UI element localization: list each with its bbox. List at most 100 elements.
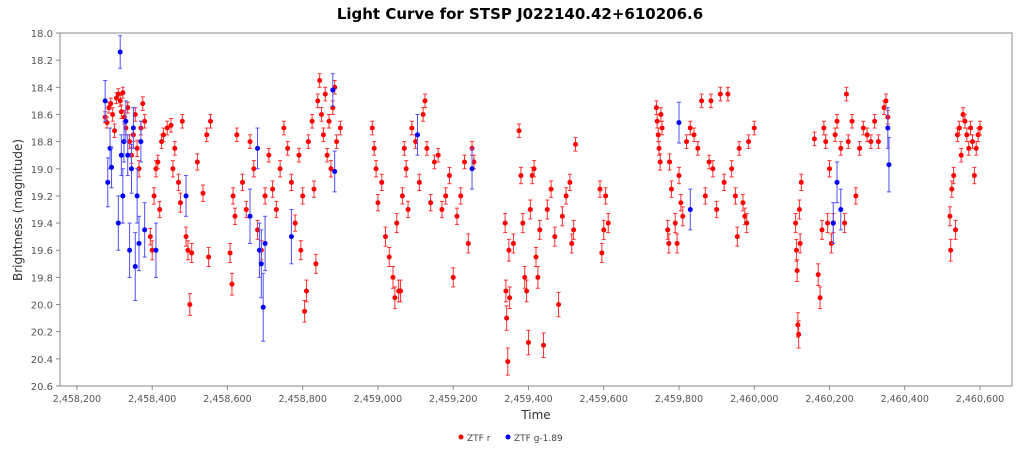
data-point bbox=[695, 145, 701, 151]
data-point bbox=[155, 159, 161, 165]
data-point bbox=[525, 340, 531, 346]
data-point bbox=[971, 173, 977, 179]
data-point bbox=[507, 295, 513, 301]
data-point bbox=[375, 200, 381, 206]
data-point bbox=[544, 207, 550, 212]
x-tick-label: 2,459,200 bbox=[429, 394, 477, 405]
data-point bbox=[270, 186, 276, 192]
data-point bbox=[149, 247, 155, 253]
y-tick-label: 18.6 bbox=[31, 110, 53, 121]
data-point bbox=[125, 152, 131, 158]
data-point bbox=[247, 139, 253, 145]
y-axis-label: Brightness (magnitude) bbox=[11, 139, 25, 281]
data-point bbox=[110, 111, 116, 117]
data-point bbox=[183, 193, 189, 199]
data-point bbox=[603, 193, 609, 199]
y-tick-label: 18.8 bbox=[31, 138, 53, 149]
data-point bbox=[656, 145, 662, 151]
data-point bbox=[815, 272, 821, 278]
data-point bbox=[176, 179, 182, 185]
legend-label-ztf-g: ZTF g-1.89 bbox=[514, 434, 563, 444]
data-point bbox=[518, 173, 524, 179]
data-point bbox=[885, 125, 891, 131]
data-point bbox=[702, 193, 708, 199]
data-point bbox=[179, 118, 185, 124]
x-axis: 2,458,200 2,458,400 2,458,600 2,458,800 2,45… bbox=[53, 386, 1004, 405]
data-point bbox=[109, 164, 115, 170]
data-point bbox=[667, 159, 673, 165]
data-point bbox=[504, 315, 510, 321]
data-point bbox=[676, 120, 682, 126]
data-point bbox=[654, 118, 660, 124]
data-point bbox=[439, 207, 445, 212]
data-point bbox=[744, 220, 750, 226]
data-point bbox=[872, 118, 878, 124]
data-point bbox=[678, 200, 684, 206]
data-point bbox=[230, 193, 236, 199]
data-point bbox=[239, 179, 245, 185]
data-point bbox=[734, 234, 740, 240]
data-point bbox=[413, 139, 419, 145]
data-point bbox=[823, 139, 829, 145]
data-point bbox=[262, 240, 268, 246]
data-point bbox=[958, 152, 964, 158]
data-point bbox=[886, 162, 892, 168]
data-point bbox=[653, 105, 659, 111]
x-tick-label: 2,459,000 bbox=[354, 394, 402, 405]
series-ztf-r bbox=[102, 73, 983, 376]
data-point bbox=[798, 179, 804, 185]
data-point bbox=[326, 118, 332, 124]
data-point bbox=[563, 193, 569, 199]
data-point bbox=[796, 207, 802, 212]
data-point bbox=[672, 220, 678, 226]
data-point bbox=[796, 331, 802, 337]
plot-area bbox=[59, 32, 1013, 387]
data-point bbox=[105, 179, 111, 185]
data-point bbox=[751, 125, 757, 131]
data-point bbox=[537, 227, 543, 233]
data-point bbox=[503, 288, 509, 294]
data-point bbox=[405, 207, 411, 212]
data-point bbox=[573, 141, 579, 147]
data-point bbox=[120, 90, 126, 96]
data-marks bbox=[102, 35, 983, 376]
data-point bbox=[827, 166, 833, 172]
data-point bbox=[864, 132, 870, 138]
data-point bbox=[948, 247, 954, 253]
data-point bbox=[597, 186, 603, 192]
data-point bbox=[845, 139, 851, 145]
data-point bbox=[659, 125, 665, 131]
data-point bbox=[956, 125, 962, 131]
data-point bbox=[973, 145, 979, 151]
data-point bbox=[386, 254, 392, 260]
data-point bbox=[817, 295, 823, 301]
data-point bbox=[288, 179, 294, 185]
data-point bbox=[964, 132, 970, 138]
data-point bbox=[462, 159, 468, 165]
data-point bbox=[414, 132, 420, 138]
x-tick-label: 2,459,400 bbox=[504, 394, 552, 405]
data-point bbox=[309, 118, 315, 124]
data-point bbox=[811, 136, 817, 142]
data-point bbox=[172, 145, 178, 151]
data-point bbox=[403, 166, 409, 172]
data-point bbox=[251, 166, 257, 172]
data-point bbox=[136, 240, 142, 246]
data-point bbox=[793, 220, 799, 226]
data-point bbox=[853, 193, 859, 199]
data-point bbox=[949, 186, 955, 192]
data-point bbox=[797, 240, 803, 246]
data-point bbox=[311, 186, 317, 192]
data-point bbox=[262, 193, 268, 199]
data-point bbox=[401, 145, 407, 151]
data-point bbox=[868, 139, 874, 145]
data-point bbox=[204, 132, 210, 138]
data-point bbox=[666, 240, 672, 246]
data-point bbox=[134, 193, 140, 199]
y-axis: 18.0 18.2 18.4 18.6 18.8 19.0 19.2 19.4 19.6 19.8… bbox=[31, 29, 60, 393]
data-point bbox=[795, 322, 801, 328]
data-point bbox=[183, 234, 189, 240]
data-point bbox=[108, 101, 114, 107]
legend-label-ztf-r: ZTF r bbox=[467, 434, 491, 444]
x-tick-label: 2,458,800 bbox=[279, 394, 327, 405]
